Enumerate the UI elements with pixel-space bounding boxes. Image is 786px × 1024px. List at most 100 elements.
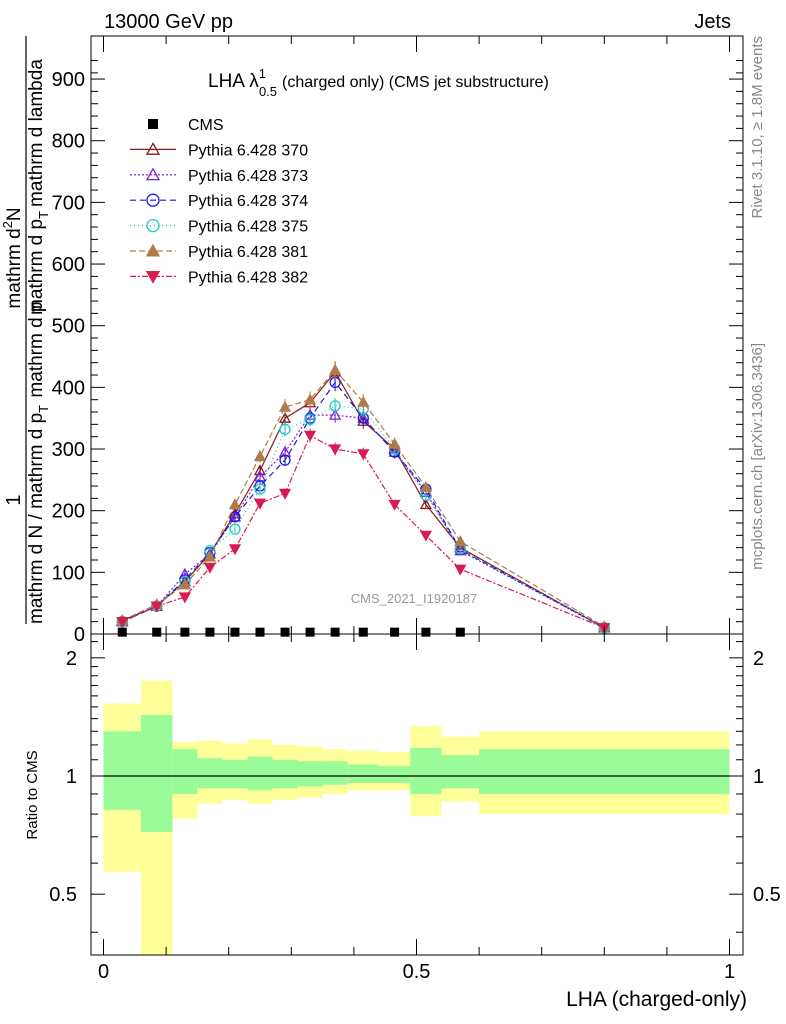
marker-triangle-down bbox=[253, 498, 267, 510]
y-label-den1: mathrm d N / mathrm d pT mathrm d p bbox=[26, 302, 53, 625]
legend-label: Pythia 6.428 370 bbox=[188, 142, 308, 159]
marker-circle bbox=[329, 400, 341, 412]
marker-triangle-down bbox=[329, 444, 342, 456]
legend-label: CMS bbox=[188, 117, 224, 134]
y-label-den2-text: mathrm d p bbox=[26, 219, 47, 315]
marker-triangle-down bbox=[150, 601, 163, 613]
ratio-tick-label: 1 bbox=[66, 766, 77, 788]
main-panel: 0 100 200 300 400 500 600 700 800 900 CMS_2021_I1… bbox=[52, 35, 744, 646]
marker-square bbox=[280, 627, 290, 637]
ratio-band-inner bbox=[172, 749, 198, 794]
ratio-band-inner bbox=[347, 764, 379, 783]
ratio-band-inner bbox=[222, 759, 248, 789]
marker-triangle-up bbox=[145, 243, 161, 257]
x-tick-label: 0 bbox=[98, 961, 109, 983]
y-label-den2: mathrm d2N bbox=[0, 207, 25, 308]
marker-square bbox=[421, 627, 431, 637]
y-label-num2: mathrm d p bbox=[26, 302, 47, 398]
marker-triangle-down bbox=[278, 488, 292, 500]
marker-triangle-up bbox=[278, 400, 292, 412]
marker-circle bbox=[304, 413, 316, 426]
marker-triangle-up bbox=[253, 450, 267, 462]
marker-triangle-down bbox=[419, 530, 432, 542]
marker-square bbox=[205, 627, 215, 637]
mcplots-label: mcplots.cern.ch [arXiv:1306.3436] bbox=[749, 343, 766, 570]
marker-triangle-down bbox=[357, 449, 370, 461]
marker-triangle-up bbox=[303, 393, 317, 405]
ratio-tick-label: 0.5 bbox=[49, 884, 77, 906]
y-label-den2-tail: mathrm d lambda bbox=[26, 59, 47, 207]
y-label-num2b-sup: 2 bbox=[0, 221, 15, 228]
marker-triangle-up bbox=[388, 437, 401, 449]
ratio-tick-label-right: 1 bbox=[753, 766, 764, 788]
ratio-band-inner bbox=[197, 758, 223, 789]
marker-circle bbox=[229, 511, 241, 523]
title-main: LHA λ bbox=[208, 71, 259, 92]
marker-triangle-up bbox=[419, 480, 432, 492]
series-line bbox=[122, 369, 605, 628]
y-tick-label: 100 bbox=[52, 562, 85, 584]
ratio-tick-label-right: 2 bbox=[753, 648, 764, 670]
marker-square bbox=[230, 627, 240, 637]
y-tick-label: 600 bbox=[52, 254, 85, 276]
title-sub: 0.5 bbox=[259, 84, 277, 99]
ratio-y-axis: 0.5 0.5 1 1 2 2 bbox=[49, 641, 781, 933]
process-label: Jets bbox=[694, 11, 731, 33]
y-tick-label: 200 bbox=[52, 501, 85, 523]
marker-circle bbox=[279, 454, 291, 466]
y-label-num2-text: mathrm d p bbox=[26, 302, 47, 398]
ratio-band-inner bbox=[103, 731, 142, 810]
title-tail: (charged only) (CMS jet substructure) bbox=[282, 74, 549, 91]
ratio-band-inner bbox=[378, 766, 411, 783]
ratio-panel: 0.5 0.5 1 1 2 2 Ratio to CMS bbox=[24, 633, 781, 956]
marker-triangle-down bbox=[388, 499, 401, 511]
marker-triangle-up bbox=[203, 550, 217, 562]
ratio-band-inner bbox=[410, 747, 442, 794]
legend-label: Pythia 6.428 375 bbox=[188, 219, 308, 236]
legend-label: Pythia 6.428 373 bbox=[188, 168, 308, 185]
legend-label: Pythia 6.428 374 bbox=[188, 193, 308, 210]
legend: CMS Pythia 6.428 370 Pythia 6.428 373 Pythi… bbox=[130, 117, 308, 286]
marker-square bbox=[330, 627, 340, 637]
marker-square bbox=[390, 627, 400, 637]
marker-triangle-down bbox=[178, 592, 191, 604]
ratio-band-inner bbox=[272, 759, 298, 789]
y-tick-label: 300 bbox=[52, 439, 85, 461]
series-line bbox=[122, 414, 605, 629]
rivet-label: Rivet 3.1.10, ≥ 1.8M events bbox=[749, 36, 766, 219]
y-tick-label: 0 bbox=[74, 624, 85, 646]
x-axis: 0 0.5 1 bbox=[98, 36, 735, 983]
ratio-bands bbox=[103, 680, 730, 955]
marker-square bbox=[305, 627, 315, 637]
legend-label: Pythia 6.428 381 bbox=[188, 244, 308, 261]
marker-triangle-up bbox=[145, 142, 161, 155]
cms-points bbox=[117, 627, 465, 637]
ratio-band-inner bbox=[441, 755, 480, 789]
marker-circle bbox=[229, 523, 241, 535]
legend-label: Pythia 6.428 382 bbox=[188, 269, 308, 286]
y-label-den2-sub: T bbox=[36, 211, 51, 219]
ratio-band-inner bbox=[141, 715, 173, 833]
marker-triangle-down bbox=[116, 617, 129, 629]
ratio-band-inner bbox=[322, 761, 348, 785]
series-line bbox=[122, 434, 605, 629]
y-tick-label: 700 bbox=[52, 192, 85, 214]
marker-square bbox=[152, 627, 162, 637]
marker-square bbox=[180, 627, 190, 637]
ratio-tick-label-right: 0.5 bbox=[753, 884, 781, 906]
marker-triangle-up bbox=[454, 535, 467, 547]
ratio-band-inner bbox=[479, 749, 730, 794]
y-label-num2b-tail: N bbox=[4, 207, 25, 221]
marker-triangle-down bbox=[145, 270, 161, 284]
ratio-band-inner bbox=[247, 756, 273, 791]
y-tick-label: 500 bbox=[52, 316, 85, 338]
marker-circle bbox=[279, 423, 291, 435]
marker-triangle-up bbox=[329, 408, 342, 420]
marker-square bbox=[255, 627, 265, 637]
marker-triangle-up bbox=[178, 578, 191, 590]
watermark: CMS_2021_I1920187 bbox=[351, 591, 478, 606]
y-label-num2b: mathrm d bbox=[4, 228, 25, 308]
marker-triangle-up bbox=[145, 167, 161, 181]
main-curves bbox=[116, 360, 611, 635]
